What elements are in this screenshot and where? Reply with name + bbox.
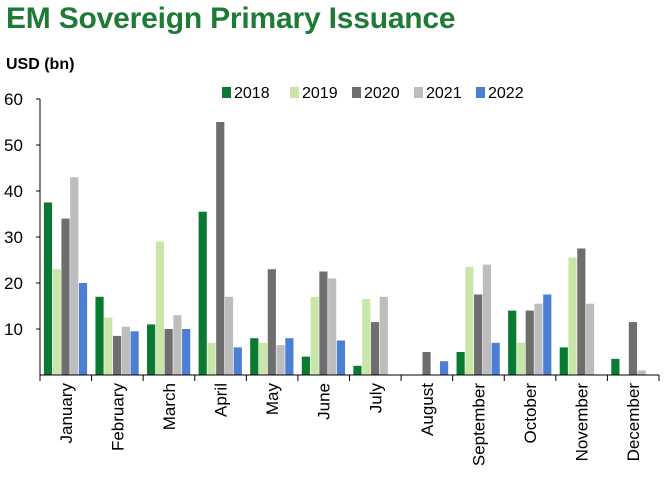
bar-2018-march bbox=[147, 324, 156, 375]
bar-2018-september bbox=[456, 352, 465, 375]
legend-swatch-2019 bbox=[290, 87, 299, 98]
y-axis-units-label: USD (bn) bbox=[6, 56, 75, 73]
y-tick-label: 40 bbox=[4, 182, 23, 201]
bar-2019-january bbox=[52, 269, 61, 375]
bar-2019-may bbox=[258, 342, 268, 375]
x-tick-label-july: July bbox=[366, 383, 385, 414]
legend-label-2019: 2019 bbox=[302, 85, 338, 102]
bar-2020-march bbox=[164, 329, 173, 375]
bar-2020-september bbox=[474, 294, 483, 375]
bar-2021-january bbox=[70, 177, 79, 375]
legend-label-2021: 2021 bbox=[426, 85, 462, 102]
bar-2022-september bbox=[491, 342, 500, 375]
bar-2021-september bbox=[482, 264, 492, 375]
bar-2021-february bbox=[121, 326, 130, 375]
bar-2019-november bbox=[568, 257, 577, 375]
bar-2022-june bbox=[336, 340, 346, 375]
x-tick-label-november: November bbox=[573, 383, 592, 462]
legend-label-2020: 2020 bbox=[364, 85, 400, 102]
x-tick-label-february: February bbox=[108, 383, 127, 452]
bar-2020-october bbox=[525, 310, 534, 375]
y-tick-label: 10 bbox=[4, 320, 23, 339]
bar-2020-august bbox=[422, 352, 431, 375]
bar-2019-february bbox=[104, 317, 113, 375]
legend-label-2018: 2018 bbox=[234, 85, 270, 102]
bar-2020-december bbox=[628, 322, 637, 375]
x-tick-label-january: January bbox=[57, 383, 76, 444]
y-axis-ticks: 10 20 30 40 50 60 bbox=[4, 90, 40, 339]
bar-2020-january bbox=[61, 218, 70, 375]
y-tick-label: 50 bbox=[4, 136, 23, 155]
bar-2020-june bbox=[319, 271, 328, 375]
bar-2020-july bbox=[370, 322, 380, 375]
x-tick-label-june: June bbox=[315, 383, 334, 420]
bar-2018-october bbox=[508, 310, 517, 375]
legend: 2018 2019 2020 2021 2022 bbox=[222, 85, 524, 102]
bar-2018-february bbox=[95, 296, 104, 375]
bar-2021-december bbox=[637, 370, 646, 375]
bar-2019-july bbox=[362, 299, 371, 375]
bar-2021-november bbox=[586, 303, 595, 375]
x-tick-label-april: April bbox=[212, 383, 231, 417]
x-tick-label-october: October bbox=[521, 383, 540, 444]
bar-2021-april bbox=[224, 296, 234, 375]
chart-title: EM Sovereign Primary Issuance bbox=[6, 2, 456, 35]
bar-2022-april bbox=[233, 347, 242, 375]
bar-2018-january bbox=[43, 202, 53, 375]
bar-2022-august bbox=[440, 361, 449, 375]
bar-2022-february bbox=[130, 331, 139, 375]
bar-2022-october bbox=[543, 294, 552, 375]
bar-2021-may bbox=[276, 345, 285, 375]
x-tick-label-march: March bbox=[160, 383, 179, 430]
legend-label-2022: 2022 bbox=[488, 85, 524, 102]
bar-2022-january bbox=[78, 283, 88, 375]
bar-2022-may bbox=[285, 338, 294, 375]
bar-2018-may bbox=[250, 338, 259, 375]
bar-2018-november bbox=[559, 347, 568, 375]
bar-2022-march bbox=[182, 329, 191, 375]
legend-swatch-2022 bbox=[476, 87, 485, 98]
bar-2018-april bbox=[198, 211, 207, 375]
bar-2019-april bbox=[207, 342, 216, 375]
bars bbox=[43, 122, 646, 375]
bar-2019-march bbox=[155, 241, 164, 375]
legend-swatch-2020 bbox=[352, 87, 361, 98]
x-tick-label-august: August bbox=[418, 383, 437, 436]
bar-2020-april bbox=[216, 122, 225, 375]
y-tick-label: 30 bbox=[4, 228, 23, 247]
y-tick-label: 20 bbox=[4, 274, 23, 293]
bar-2021-march bbox=[173, 315, 182, 375]
x-tick-label-may: May bbox=[263, 383, 282, 416]
y-tick-label: 60 bbox=[4, 90, 23, 109]
x-axis-ticks: January February March April May June July Augu… bbox=[39, 375, 660, 466]
legend-swatch-2021 bbox=[414, 87, 423, 98]
bar-2018-june bbox=[301, 356, 310, 375]
bar-2019-october bbox=[516, 342, 526, 375]
bar-2021-july bbox=[379, 296, 388, 375]
bar-2019-june bbox=[310, 296, 319, 375]
bar-2018-december bbox=[611, 358, 620, 375]
bar-2020-may bbox=[267, 269, 276, 375]
bar-2021-october bbox=[534, 303, 543, 375]
legend-swatch-2018 bbox=[222, 87, 231, 98]
bar-2020-february bbox=[112, 335, 122, 375]
bar-2018-july bbox=[353, 365, 362, 375]
x-tick-label-december: December bbox=[624, 383, 643, 462]
x-tick-label-september: September bbox=[469, 383, 488, 466]
bar-2020-november bbox=[577, 248, 586, 375]
bar-2019-september bbox=[465, 266, 474, 375]
bar-2021-june bbox=[328, 278, 337, 375]
